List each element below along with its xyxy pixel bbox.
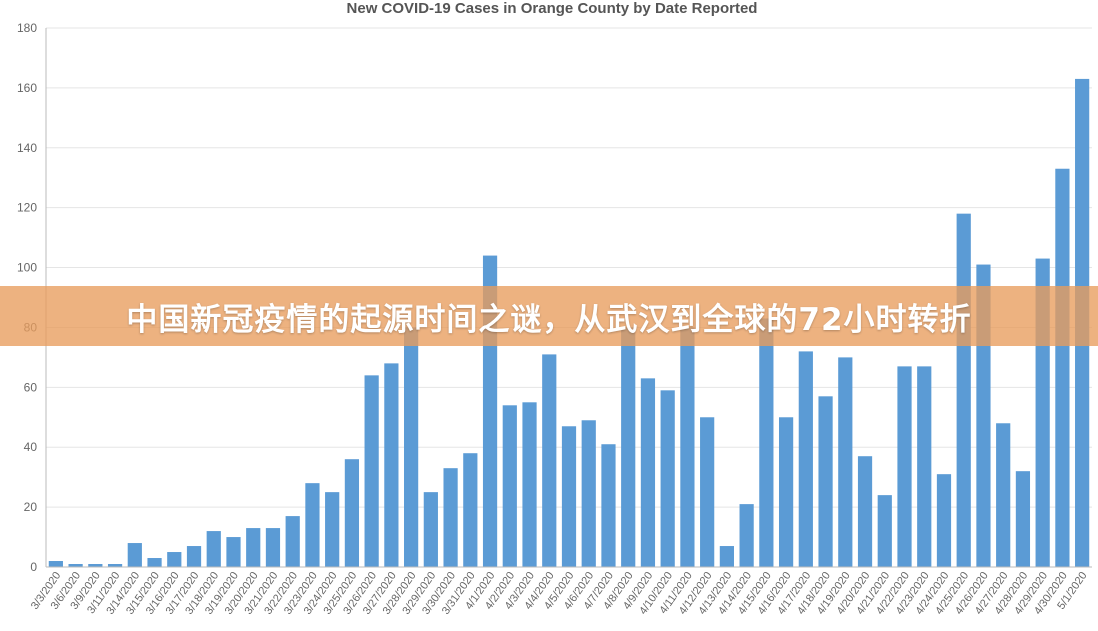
y-tick-label: 20	[24, 500, 38, 514]
bar	[167, 552, 182, 567]
bar	[897, 366, 912, 567]
bar	[206, 531, 221, 567]
y-tick-label: 40	[24, 440, 38, 454]
bars	[48, 78, 1090, 568]
bar	[996, 423, 1011, 567]
bar	[1055, 168, 1070, 567]
bar	[877, 495, 892, 567]
bar	[285, 516, 300, 567]
bar	[621, 327, 636, 567]
bar	[1015, 471, 1031, 567]
bar	[778, 417, 794, 567]
bar	[542, 354, 557, 567]
y-tick-label: 120	[17, 201, 37, 215]
bar	[660, 390, 675, 567]
bar	[956, 213, 971, 567]
bar	[798, 351, 813, 567]
bar	[640, 378, 656, 567]
bar	[88, 564, 103, 567]
bar	[127, 543, 142, 567]
bar	[68, 564, 83, 567]
bar	[147, 558, 162, 567]
bar	[246, 528, 261, 567]
bar	[384, 363, 399, 567]
y-tick-label: 60	[24, 380, 38, 394]
bar	[838, 357, 853, 567]
bar	[601, 444, 616, 567]
banner-text: 中国新冠疫情的起源时间之谜，从武汉到全球的72小时转折	[126, 301, 972, 338]
chart-title: New COVID-19 Cases in Orange County by D…	[347, 0, 758, 17]
bar	[719, 546, 734, 567]
bar	[186, 546, 202, 567]
bar	[107, 564, 123, 567]
y-tick-label: 0	[30, 560, 37, 574]
y-tick-label: 140	[17, 141, 37, 155]
bar	[463, 453, 478, 567]
bar	[739, 504, 754, 567]
y-tick-label: 100	[17, 261, 37, 275]
bar	[502, 405, 517, 567]
bar	[581, 420, 596, 567]
bar	[700, 417, 715, 567]
bar	[818, 396, 833, 567]
bar	[305, 483, 320, 567]
bar	[344, 459, 360, 567]
title-banner: 中国新冠疫情的起源时间之谜，从武汉到全球的72小时转折	[0, 286, 1098, 346]
bar	[226, 537, 241, 567]
bar	[423, 492, 438, 567]
x-axis-ticks: 3/3/20203/6/20203/9/20203/11/20203/14/20…	[29, 570, 1090, 617]
bar	[325, 492, 340, 567]
bar	[936, 474, 952, 567]
bar	[443, 468, 458, 567]
bar	[522, 402, 537, 567]
bar	[759, 318, 774, 567]
bar	[680, 327, 695, 567]
bar	[48, 561, 63, 567]
y-tick-label: 180	[17, 21, 37, 35]
bar	[917, 366, 932, 567]
bar	[265, 528, 281, 567]
y-tick-label: 160	[17, 81, 37, 95]
bar	[857, 456, 873, 567]
bar	[561, 426, 577, 567]
bar	[404, 327, 419, 567]
bar	[364, 375, 379, 567]
